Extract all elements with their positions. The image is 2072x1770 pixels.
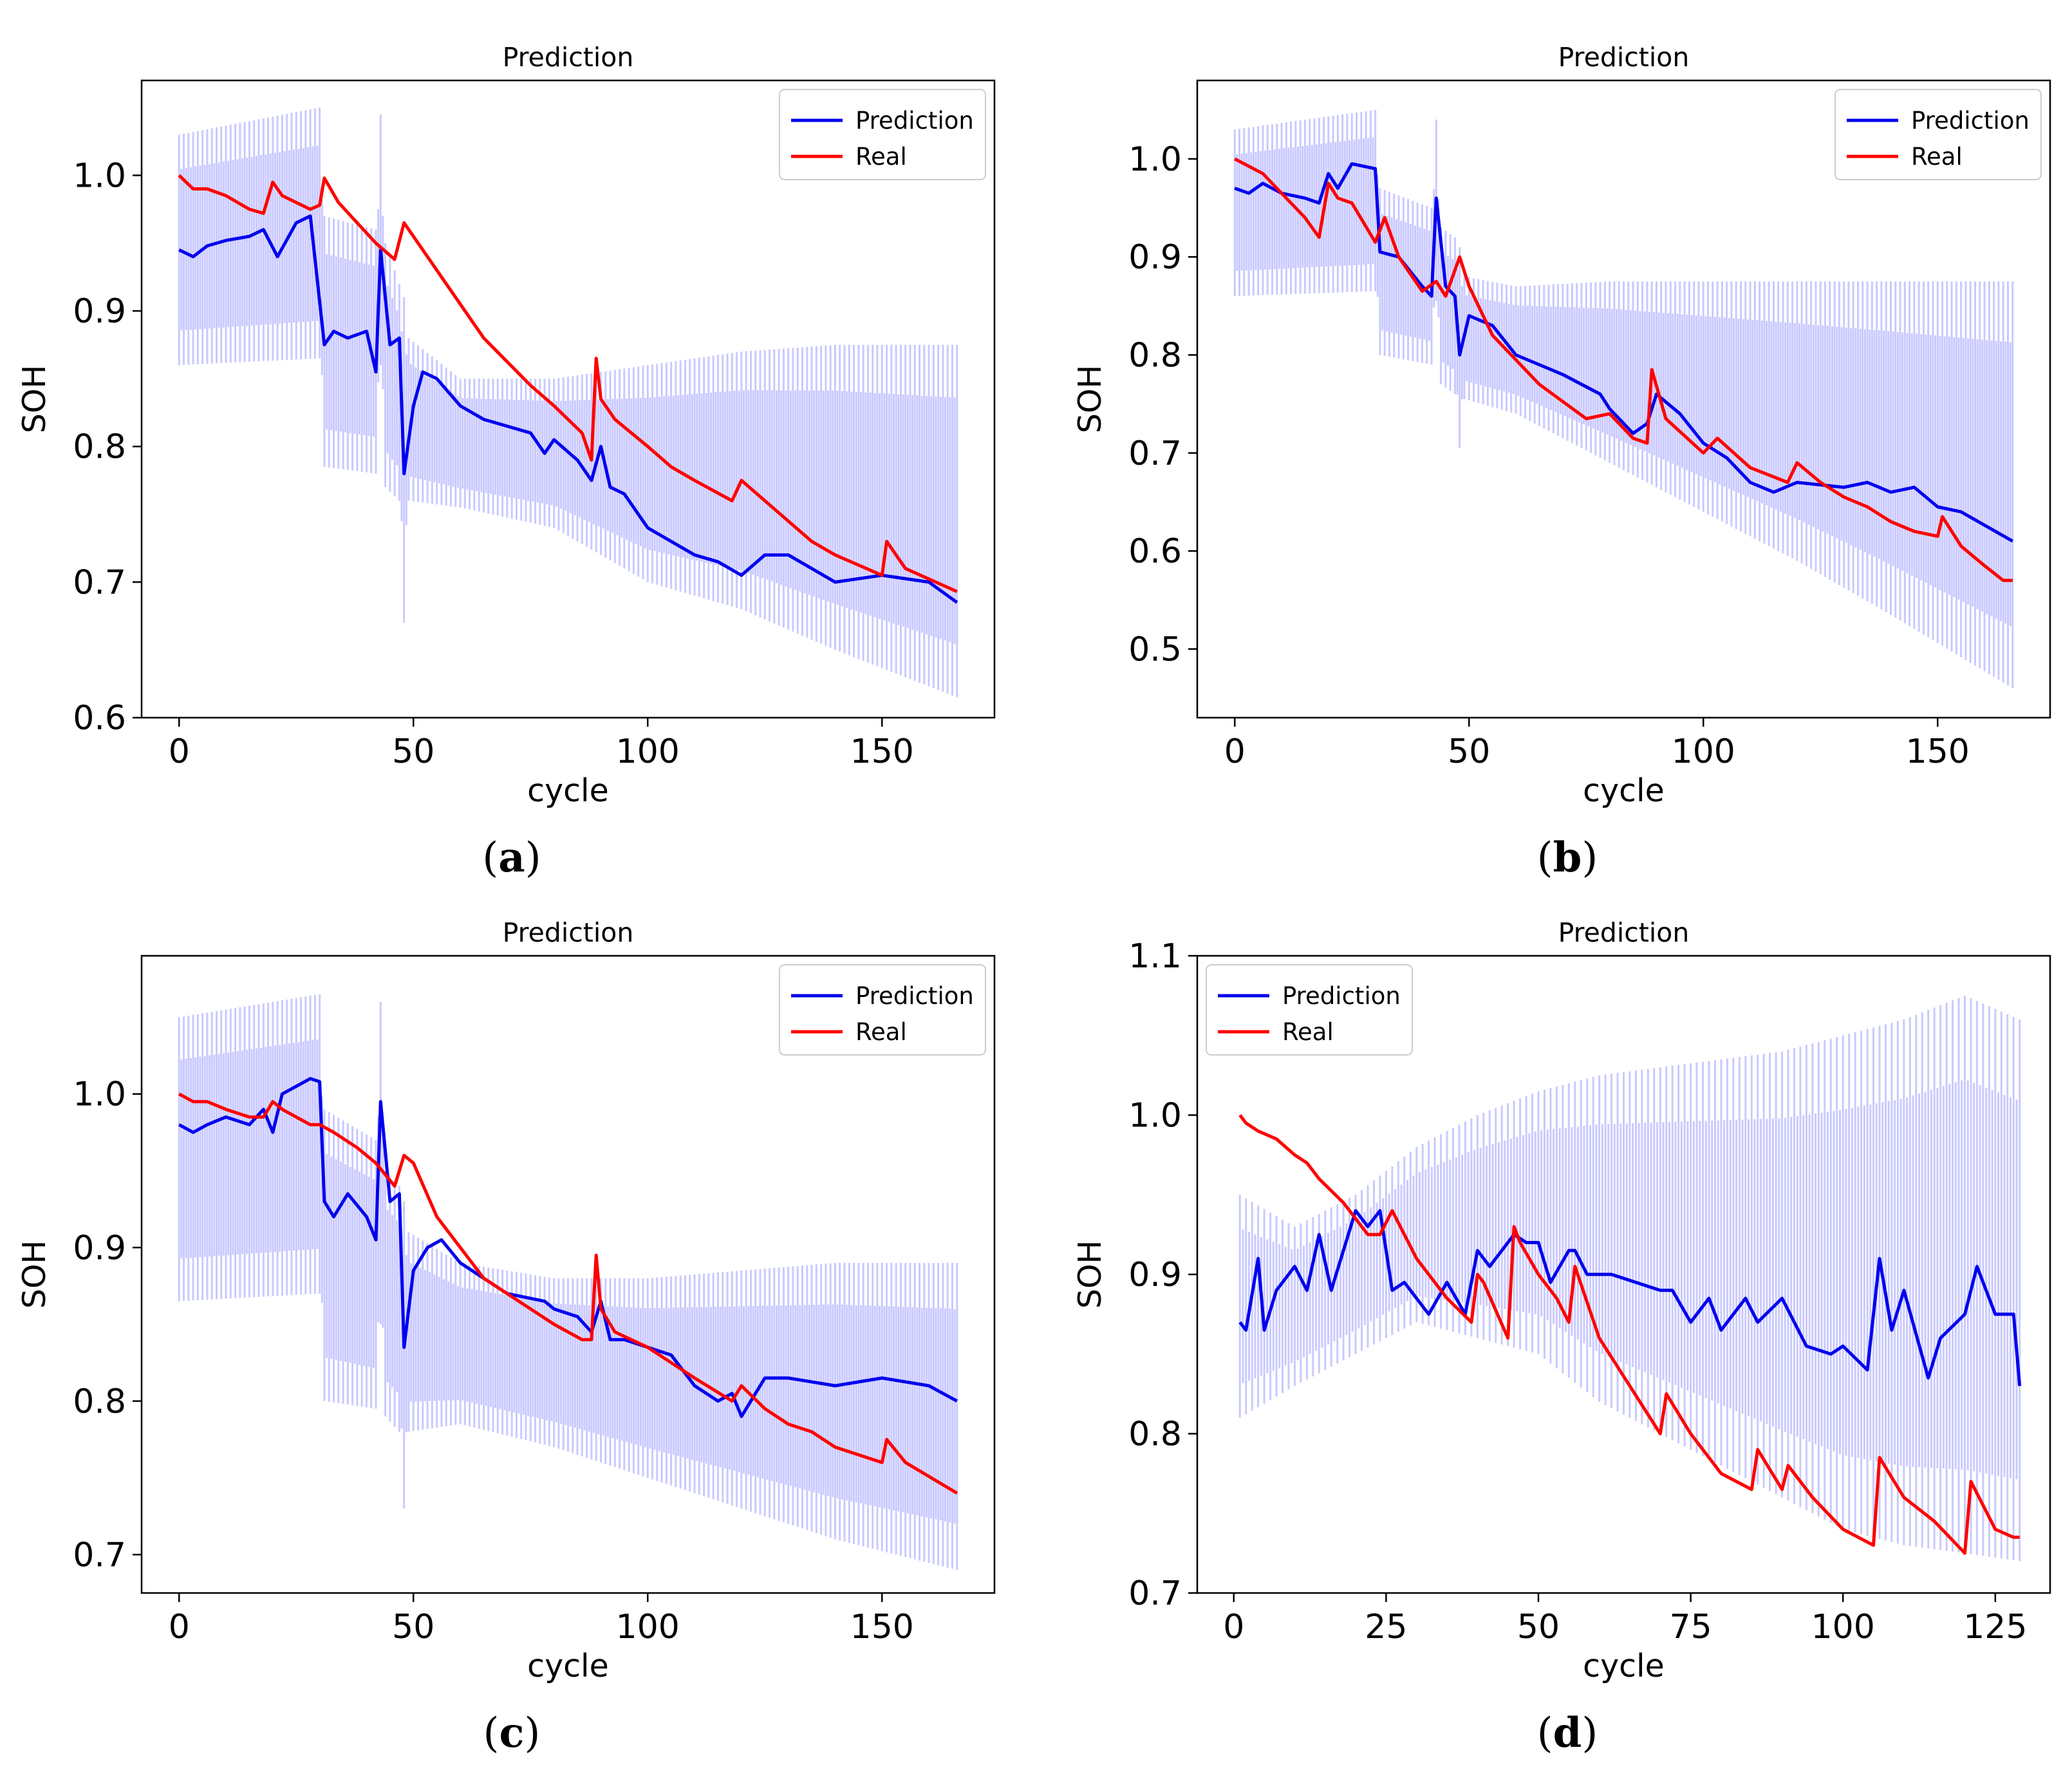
chart-title: Prediction (503, 42, 634, 73)
panel-label-a: (a) (482, 834, 541, 882)
x-tick-label: 150 (850, 1608, 914, 1646)
y-axis-label: SOH (16, 1240, 53, 1309)
x-tick-label: 0 (169, 1608, 190, 1646)
legend-label-real: Real (855, 1018, 907, 1046)
y-axis-label: SOH (16, 365, 53, 434)
y-tick-label: 0.8 (1128, 1415, 1182, 1454)
prediction-interval-band (178, 107, 958, 698)
legend-label-prediction: Prediction (855, 982, 974, 1010)
legend-label-real: Real (1911, 143, 1963, 171)
series-line-real (1234, 157, 2013, 582)
y-axis-label: SOH (1072, 1240, 1108, 1309)
legend: Prediction Real (1834, 89, 2042, 180)
series-line-prediction (178, 214, 958, 604)
y-tick-label: 0.8 (73, 428, 126, 467)
x-tick-label: 100 (616, 732, 680, 771)
panel-label-b: (b) (1536, 834, 1598, 882)
chart-panel-a: Prediction 0 50 100 150 0.6 0.7 0.8 0.9 1.0 cycle S… (0, 0, 1056, 882)
y-tick-label: 0.5 (1128, 630, 1182, 669)
series-line-real (178, 174, 958, 593)
legend-label-prediction: Prediction (1911, 107, 2030, 135)
series-line-prediction (1234, 162, 2014, 543)
y-tick-label: 0.8 (1128, 336, 1182, 375)
x-tick-label: 0 (1224, 732, 1246, 771)
y-tick-label: 1.0 (73, 1076, 126, 1114)
y-tick-label: 0.7 (1128, 1574, 1182, 1613)
y-tick-label: 1.0 (73, 156, 126, 195)
series-line-real (1238, 1113, 2020, 1555)
x-tick-label: 25 (1365, 1608, 1407, 1646)
y-tick-label: 0.8 (73, 1383, 126, 1421)
legend-label-real: Real (855, 143, 907, 171)
y-tick-label: 0.9 (73, 292, 126, 331)
chart-b-svg: Prediction 0 50 100 150 0.5 0.6 0.7 0.8 0.9 1.0 cyc… (1072, 42, 2051, 809)
x-axis-label: cycle (527, 1648, 609, 1684)
legend-label-real: Real (1282, 1018, 1334, 1046)
y-tick-label: 0.9 (73, 1229, 126, 1267)
x-tick-label: 75 (1670, 1608, 1712, 1646)
x-tick-label: 50 (392, 1608, 434, 1646)
legend: Prediction Real (779, 964, 986, 1056)
prediction-interval-band (1238, 995, 2021, 1561)
x-tick-label: 50 (392, 732, 434, 771)
y-tick-label: 0.7 (73, 1536, 126, 1574)
plot-frame (1196, 79, 2051, 719)
x-tick-label: 100 (616, 1608, 680, 1646)
chart-d-svg: Prediction 0 25 50 75 100 125 0.7 0.8 0.9 1.0 1.1 cy… (1072, 917, 2051, 1684)
legend-label-prediction: Prediction (1282, 982, 1401, 1010)
x-axis-label: cycle (1583, 772, 1665, 809)
chart-title: Prediction (503, 917, 634, 948)
y-tick-label: 0.9 (1128, 1256, 1182, 1294)
prediction-interval-band (1233, 109, 2014, 689)
x-axis-label: cycle (527, 772, 609, 809)
series-line-real (178, 1092, 958, 1495)
x-tick-label: 100 (1672, 732, 1735, 771)
series-line-prediction (1238, 1209, 2022, 1386)
legend: Prediction Real (1206, 964, 1413, 1056)
chart-panel-d: Prediction 0 25 50 75 100 125 0.7 0.8 0.9 1.0 1.1 cy… (1056, 875, 2072, 1757)
chart-panel-b: Prediction 0 50 100 150 0.5 0.6 0.7 0.8 0.9 1.0 cyc… (1056, 0, 2072, 882)
y-tick-label: 0.6 (73, 699, 126, 738)
panel-label-c: (c) (483, 1709, 541, 1757)
y-tick-label: 0.9 (1128, 238, 1182, 277)
x-tick-label: 50 (1517, 1608, 1560, 1646)
y-tick-label: 1.1 (1128, 937, 1182, 976)
y-tick-label: 0.7 (73, 563, 126, 602)
y-tick-label: 1.0 (1128, 140, 1182, 179)
y-tick-label: 0.6 (1128, 532, 1182, 571)
prediction-interval-band (178, 994, 958, 1570)
x-tick-label: 0 (1223, 1608, 1244, 1646)
y-tick-label: 0.7 (1128, 434, 1182, 473)
chart-title: Prediction (1558, 917, 1690, 948)
y-tick-label: 1.0 (1128, 1097, 1182, 1135)
chart-title: Prediction (1558, 42, 1690, 73)
y-axis-label: SOH (1072, 365, 1108, 434)
chart-a-svg: Prediction 0 50 100 150 0.6 0.7 0.8 0.9 1.0 cycle S… (16, 42, 996, 809)
x-tick-label: 0 (169, 732, 190, 771)
plot-frame (140, 955, 996, 1594)
legend-label-prediction: Prediction (855, 107, 974, 135)
chart-c-svg: Prediction 0 50 100 150 0.7 0.8 0.9 1.0 cycle SOH P… (16, 917, 996, 1684)
x-axis-label: cycle (1583, 1648, 1665, 1684)
panel-label-d: (d) (1536, 1709, 1598, 1757)
plot-frame (140, 79, 996, 719)
chart-panel-c: Prediction 0 50 100 150 0.7 0.8 0.9 1.0 cycle SOH P… (0, 875, 1056, 1757)
x-tick-label: 150 (1906, 732, 1970, 771)
x-tick-label: 125 (1963, 1608, 2027, 1646)
legend: Prediction Real (779, 89, 986, 180)
series-line-prediction (178, 1077, 958, 1419)
x-tick-label: 150 (850, 732, 914, 771)
x-tick-label: 100 (1811, 1608, 1875, 1646)
x-tick-label: 50 (1448, 732, 1490, 771)
